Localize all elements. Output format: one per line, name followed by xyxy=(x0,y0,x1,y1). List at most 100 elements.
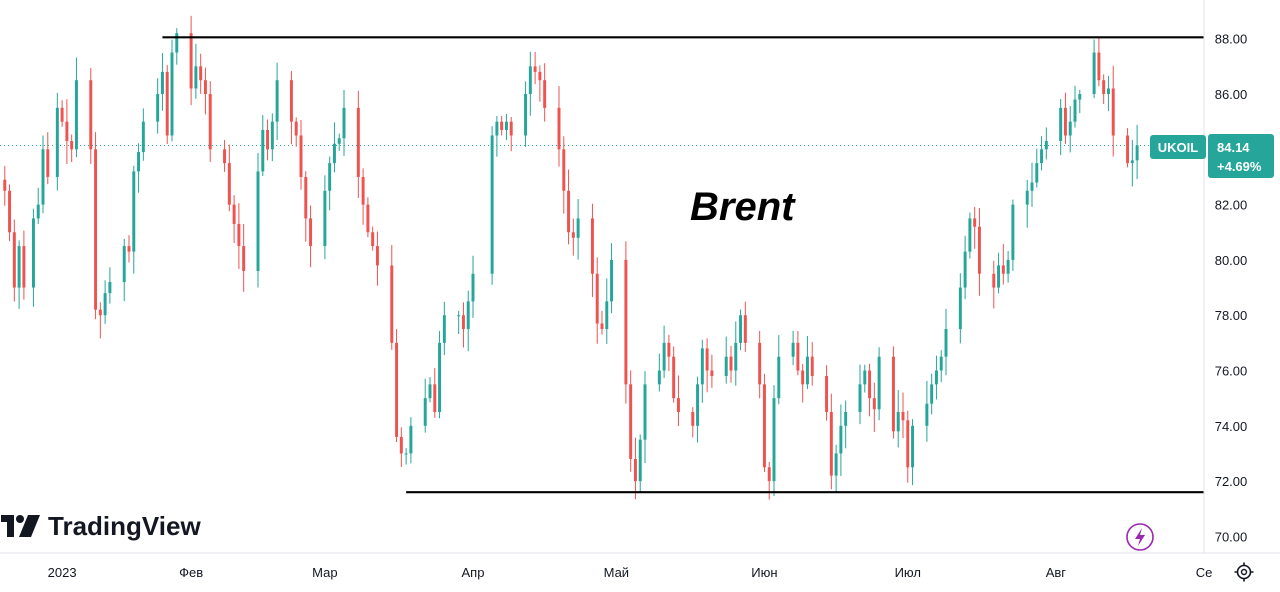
candle xyxy=(3,166,7,206)
candle-body xyxy=(500,121,504,130)
tradingview-logo-text: TradingView xyxy=(48,511,201,541)
candle-body xyxy=(676,398,680,412)
candle-body xyxy=(1030,182,1034,191)
candle xyxy=(643,371,647,463)
candle xyxy=(294,117,298,147)
candle xyxy=(1059,98,1063,156)
candle xyxy=(323,175,327,260)
candle-body xyxy=(524,94,528,136)
candle xyxy=(796,331,800,376)
candle xyxy=(46,132,50,185)
candle xyxy=(739,309,743,351)
candle xyxy=(906,410,910,483)
candle-body xyxy=(208,94,212,150)
candle xyxy=(275,62,279,141)
candle-body xyxy=(375,246,379,266)
y-tick-label: 86.00 xyxy=(1215,87,1248,102)
candle xyxy=(1001,244,1005,285)
candle xyxy=(1035,148,1039,188)
candle-body xyxy=(643,384,647,440)
candle xyxy=(696,376,700,443)
candle-body xyxy=(810,356,814,377)
candle-body xyxy=(1102,80,1106,95)
candle xyxy=(724,336,728,384)
candle-body xyxy=(696,384,700,426)
y-tick-label: 74.00 xyxy=(1215,419,1248,434)
candle xyxy=(242,223,246,292)
symbol-tag-bg xyxy=(1150,135,1206,159)
x-tick-label: 2023 xyxy=(48,565,77,580)
candle xyxy=(490,126,494,285)
candle-body xyxy=(175,33,179,53)
candle-body xyxy=(667,342,671,357)
candle xyxy=(638,434,642,493)
candle-body xyxy=(925,403,929,426)
candle xyxy=(461,302,465,348)
candle-body xyxy=(495,121,499,136)
candle xyxy=(896,390,900,448)
candle-body xyxy=(605,301,609,330)
candle-body xyxy=(108,282,112,294)
candle xyxy=(968,212,972,259)
candle-body xyxy=(1059,107,1063,142)
candle xyxy=(122,238,126,302)
candle-body xyxy=(309,218,313,247)
candle-body xyxy=(433,384,437,412)
candle xyxy=(108,267,112,304)
candle-body xyxy=(1044,141,1048,150)
candle-body xyxy=(294,121,298,136)
candle xyxy=(395,329,399,443)
candle xyxy=(12,219,16,302)
candle-body xyxy=(342,107,346,139)
candle xyxy=(963,235,967,300)
candle xyxy=(8,184,12,242)
annotation-lines xyxy=(162,36,1204,494)
candle-body xyxy=(203,80,207,95)
candle-body xyxy=(270,121,274,150)
candle-body xyxy=(438,342,442,412)
candle-body xyxy=(55,107,59,177)
candle xyxy=(170,39,174,142)
candle-body xyxy=(122,246,126,283)
candle-body xyxy=(98,309,102,316)
candle xyxy=(1068,106,1072,153)
settings-gear-icon[interactable] xyxy=(1234,562,1254,582)
candle-body xyxy=(600,323,604,330)
candle-body xyxy=(17,246,21,288)
time-axis[interactable]: 2023 Фев Мар Апр Май Июн Июл Авг Се xyxy=(48,565,1213,580)
y-tick-label: 70.00 xyxy=(1215,529,1248,544)
candle-body xyxy=(189,33,193,89)
candle-body xyxy=(1025,190,1029,205)
price-axis[interactable]: 70.0072.0074.0076.0078.0080.0082.0084.00… xyxy=(1215,32,1248,545)
candle xyxy=(576,199,580,260)
lightning-icon[interactable] xyxy=(1126,523,1154,551)
candle-body xyxy=(968,218,972,252)
tradingview-logo-icon xyxy=(1,515,40,537)
candle-body xyxy=(571,232,575,238)
candle xyxy=(600,310,604,335)
candle xyxy=(944,308,948,376)
candle-body xyxy=(242,246,246,271)
candle-body xyxy=(160,71,164,95)
candle-body xyxy=(724,356,728,377)
candle xyxy=(261,115,265,177)
candle-body xyxy=(710,370,714,377)
candle xyxy=(309,205,313,268)
candle-body xyxy=(223,149,227,164)
candle xyxy=(567,169,571,245)
candle-body xyxy=(868,370,872,399)
candle xyxy=(825,365,829,421)
candle-body xyxy=(977,226,981,274)
candle-body xyxy=(1006,259,1010,274)
candle xyxy=(1111,65,1115,157)
candle xyxy=(911,419,915,486)
candle xyxy=(399,427,403,468)
candle-body xyxy=(1035,163,1039,183)
candle xyxy=(829,393,833,490)
candle xyxy=(237,203,241,269)
candle-body xyxy=(289,80,293,122)
candle-body xyxy=(361,176,365,205)
candle xyxy=(1044,127,1048,160)
candle xyxy=(103,280,107,324)
